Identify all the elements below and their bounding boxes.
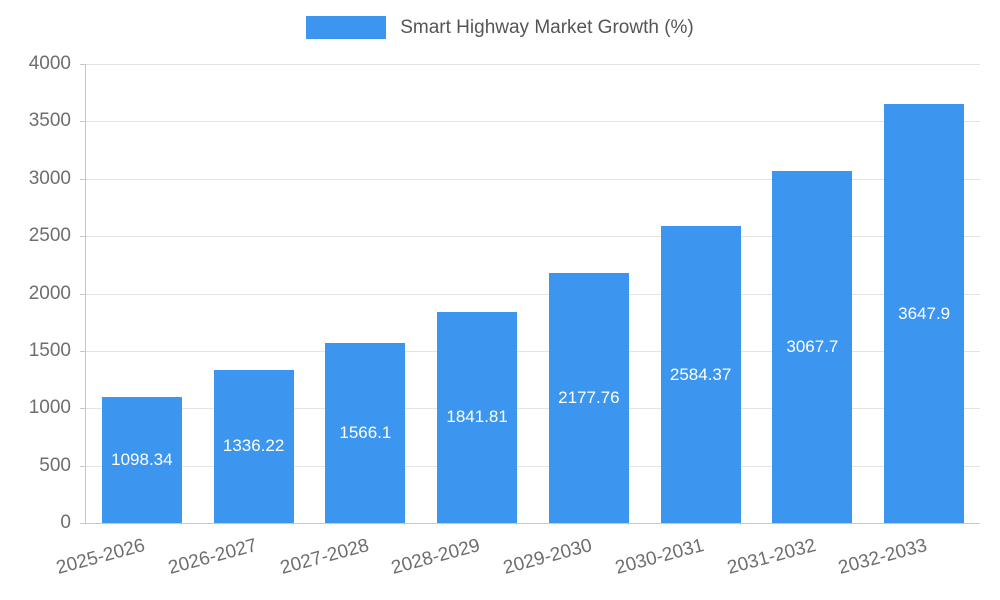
x-tick-label: 2026-2027	[165, 535, 260, 579]
bar-value-label: 1841.81	[446, 407, 508, 427]
gridline	[86, 350, 980, 352]
y-axis-tick	[80, 64, 86, 65]
legend[interactable]: Smart Highway Market Growth (%)	[0, 16, 1000, 39]
y-axis-tick	[80, 121, 86, 123]
plot-area: 0 500 1000 1500 2000 2500 3000 3500 4000 1098.34 2…	[29, 53, 980, 579]
y-tick-label: 0	[60, 512, 71, 533]
x-tick-label: 2027-2028	[277, 535, 371, 579]
gridline	[86, 408, 980, 410]
gridline	[86, 236, 980, 238]
x-tick-label: 2030-2031	[612, 535, 707, 579]
bar-value-label: 1336.22	[222, 436, 285, 456]
bar-2025-2026[interactable]: 1098.34	[101, 396, 182, 523]
y-axis-tick	[80, 408, 86, 410]
bar-2029-2030[interactable]: 2177.76	[548, 273, 629, 523]
bar-2026-2027[interactable]: 1336.22	[213, 369, 294, 523]
x-tick-label: 2028-2029	[389, 535, 483, 579]
bar-value-label: 3647.9	[898, 303, 951, 323]
y-tick-label: 500	[39, 454, 71, 476]
y-axis-tick	[80, 523, 86, 524]
y-tick-label: 4000	[28, 53, 71, 74]
legend-swatch	[306, 16, 387, 39]
bar-value-label: 2584.37	[669, 364, 732, 384]
bar-2027-2028[interactable]: 1566.1	[325, 343, 406, 523]
bar-2032-2033[interactable]: 3647.9	[884, 104, 965, 523]
gridline	[86, 293, 980, 295]
y-tick-label: 3000	[28, 167, 71, 189]
y-tick-label: 1500	[28, 339, 71, 361]
gridline	[86, 178, 980, 180]
bar-value-label: 3067.7	[786, 336, 839, 356]
x-tick-label: 2025-2026	[54, 535, 148, 579]
gridline	[86, 64, 980, 65]
y-axis-tick	[80, 293, 86, 295]
y-axis-tick	[80, 465, 86, 467]
gridline	[86, 465, 980, 467]
y-tick-label: 2000	[28, 282, 71, 304]
y-axis-tick	[80, 178, 86, 180]
y-tick-label: 3500	[28, 110, 71, 132]
y-axis-tick	[80, 236, 86, 238]
y-axis-tick	[80, 350, 86, 352]
bar-2030-2031[interactable]: 2584.37	[660, 226, 741, 523]
x-tick-label: 2029-2030	[501, 535, 595, 579]
bar-value-label: 1566.1	[339, 423, 392, 443]
bar-2031-2032[interactable]: 3067.7	[772, 170, 853, 523]
chart-title: Smart Highway Market Growth (%)	[400, 16, 694, 38]
gridline	[86, 121, 980, 123]
bar-2028-2029[interactable]: 1841.81	[437, 311, 518, 523]
bar-value-label: 2177.76	[558, 388, 620, 408]
x-tick-label: 2031-2032	[724, 535, 818, 579]
bar-value-label: 1098.34	[111, 449, 173, 469]
x-tick-label: 2032-2033	[836, 535, 930, 579]
y-tick-label: 2500	[28, 225, 71, 247]
y-tick-label: 1000	[28, 397, 71, 419]
